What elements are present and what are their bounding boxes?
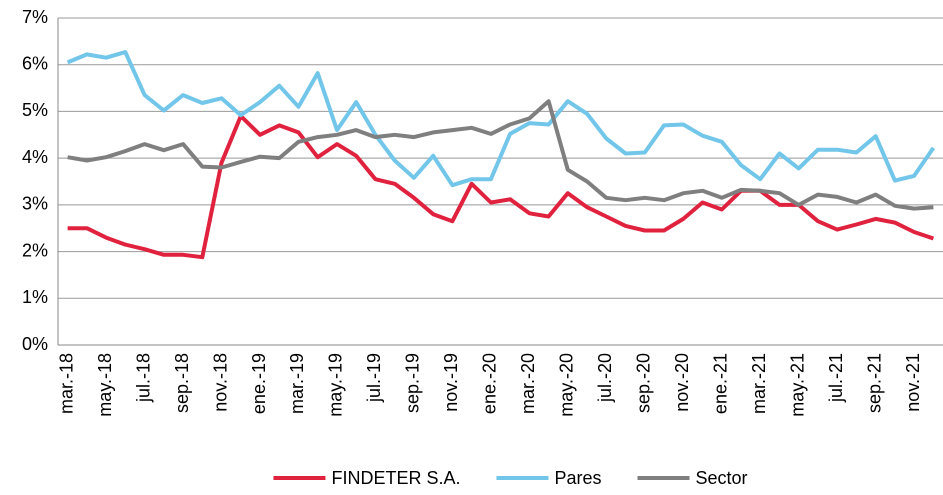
x-tick-label: jul.-20 xyxy=(595,353,615,403)
y-tick-label: 1% xyxy=(22,287,48,307)
y-tick-label: 2% xyxy=(22,240,48,260)
x-tick-label: mar.-21 xyxy=(749,353,769,414)
x-tick-label: mar.-18 xyxy=(56,353,76,414)
series-line xyxy=(67,99,934,211)
x-tick-label: sep.-18 xyxy=(172,353,192,413)
x-tick-label: nov.-19 xyxy=(441,353,461,412)
x-tick-label: nov.-21 xyxy=(903,353,923,412)
y-tick-label: 0% xyxy=(22,334,48,354)
x-tick-label: may.-20 xyxy=(557,353,577,417)
legend-label: FINDETER S.A. xyxy=(331,468,460,488)
x-tick-label: nov.-18 xyxy=(210,353,230,412)
y-tick-label: 4% xyxy=(22,147,48,167)
x-tick-label: mar.-20 xyxy=(518,353,538,414)
x-tick-label: sep.-19 xyxy=(403,353,423,413)
series-line xyxy=(66,50,936,188)
x-tick-label: may.-21 xyxy=(787,353,807,417)
x-tick-label: sep.-21 xyxy=(864,353,884,413)
legend-label: Pares xyxy=(554,468,601,488)
x-tick-label: may.-18 xyxy=(95,353,115,417)
y-tick-label: 7% xyxy=(22,7,48,27)
legend-label: Sector xyxy=(696,468,748,488)
x-tick-label: ene.-21 xyxy=(711,353,731,414)
y-tick-label: 6% xyxy=(22,53,48,73)
x-tick-label: ene.-20 xyxy=(480,353,500,414)
x-tick-label: mar.-19 xyxy=(287,353,307,414)
x-tick-label: jul.-21 xyxy=(826,353,846,403)
series-line xyxy=(67,114,935,260)
y-tick-label: 5% xyxy=(22,100,48,120)
x-tick-label: sep.-20 xyxy=(634,353,654,413)
x-tick-label: jul.-18 xyxy=(133,353,153,403)
x-tick-label: jul.-19 xyxy=(364,353,384,403)
x-tick-label: ene.-19 xyxy=(249,353,269,414)
x-tick-label: may.-19 xyxy=(326,353,346,417)
y-tick-label: 3% xyxy=(22,194,48,214)
x-tick-label: nov.-20 xyxy=(672,353,692,412)
